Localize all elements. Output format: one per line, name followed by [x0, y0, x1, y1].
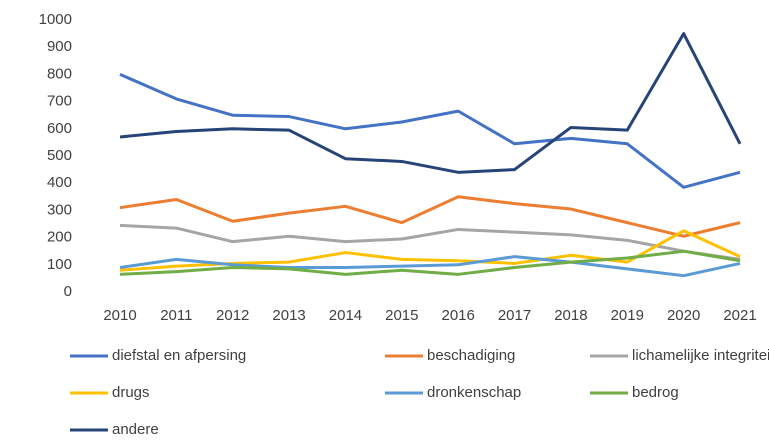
legend-label: beschadiging	[427, 347, 515, 364]
x-tick-label: 2021	[723, 307, 756, 324]
y-tick-label: 300	[47, 201, 72, 218]
x-tick-label: 2012	[216, 307, 249, 324]
y-tick-label: 500	[47, 147, 72, 164]
y-tick-label: 0	[64, 283, 72, 300]
series-line	[119, 249, 741, 276]
x-tick-label: 2013	[272, 307, 305, 324]
legend-label: bedrog	[632, 384, 679, 401]
x-tick-label: 2017	[498, 307, 531, 324]
legend-label: andere	[112, 421, 159, 438]
series-line	[119, 73, 741, 189]
y-tick-label: 400	[47, 174, 72, 191]
y-tick-label: 900	[47, 38, 72, 55]
series-line	[119, 32, 742, 174]
x-tick-label: 2018	[554, 307, 587, 324]
y-tick-label: 200	[47, 229, 72, 246]
y-tick-label: 800	[47, 65, 72, 82]
legend-label: drugs	[112, 384, 150, 401]
y-tick-label: 1000	[39, 11, 72, 28]
x-tick-label: 2011	[160, 307, 192, 324]
x-tick-label: 2015	[385, 307, 418, 324]
series-line	[119, 195, 741, 238]
x-tick-label: 2014	[329, 307, 362, 324]
y-tick-label: 600	[47, 120, 72, 137]
series-line	[119, 255, 741, 278]
legend-label: lichamelijke integriteit	[632, 347, 769, 364]
series-line	[119, 223, 741, 261]
y-tick-label: 100	[47, 256, 72, 273]
legend-label: dronkenschap	[427, 384, 521, 401]
y-tick-label: 700	[47, 93, 72, 110]
legend-label: diefstal en afpersing	[112, 347, 246, 364]
x-tick-label: 2020	[667, 307, 700, 324]
x-tick-label: 2010	[103, 307, 136, 324]
x-tick-label: 2016	[441, 307, 474, 324]
x-tick-label: 2019	[611, 307, 644, 324]
